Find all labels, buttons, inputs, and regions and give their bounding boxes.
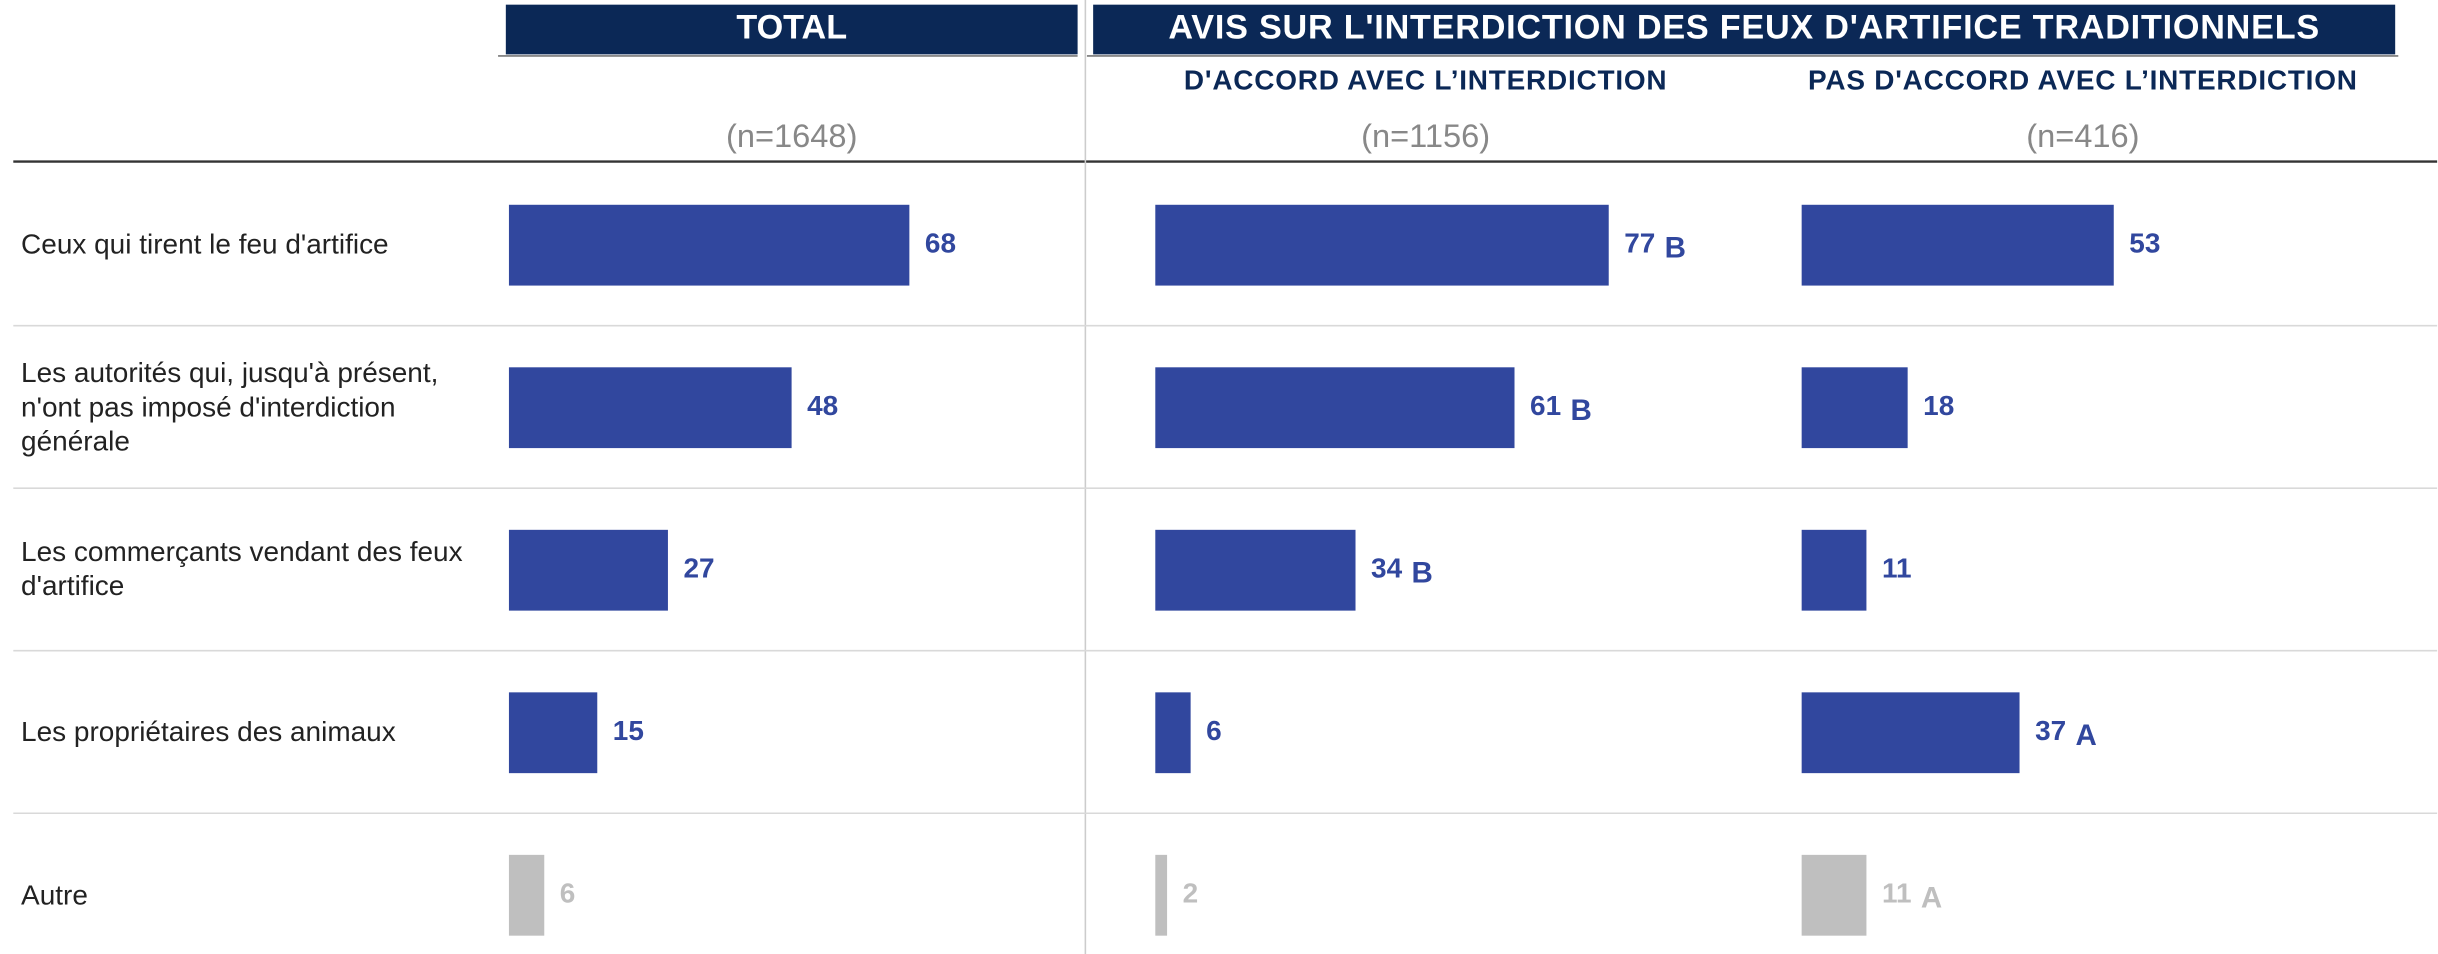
category-label: Les autorités qui, jusqu'à présent, n'on… — [21, 357, 439, 457]
header-box — [505, 4, 1078, 55]
sample-size: (n=1156) — [1361, 117, 1490, 154]
series-name: PAS D'ACCORD AVEC L’INTERDICTION — [1808, 65, 2358, 96]
bar — [1155, 529, 1356, 611]
category-label: Les commerçants vendant des feux d'artif… — [21, 536, 463, 603]
series-name: D'ACCORD AVEC L’INTERDICTION — [1184, 65, 1667, 96]
value-label: 11 — [1882, 553, 1912, 584]
value-label: 77 — [1624, 228, 1655, 259]
bar — [508, 692, 598, 774]
value-label: 2 — [1183, 878, 1199, 909]
category-label: Autre — [21, 878, 88, 911]
bar — [1801, 854, 1867, 936]
significance-label: B — [1411, 557, 1432, 590]
significance-label: A — [2075, 719, 2096, 752]
category-box: Les commerçants vendant des feux d'artif… — [21, 536, 463, 603]
bar — [1801, 529, 1867, 611]
value-label: 6 — [1206, 715, 1222, 746]
bar — [1155, 854, 1168, 936]
value-label: 34 — [1371, 553, 1403, 584]
bar — [1801, 204, 2114, 286]
value-label: 18 — [1923, 390, 1954, 421]
bar — [1801, 692, 2020, 774]
value-label: 37 — [2035, 715, 2066, 746]
bar — [508, 204, 910, 286]
bar — [508, 854, 545, 936]
value-label: 53 — [2129, 228, 2160, 259]
bar — [508, 529, 668, 611]
significance-label: A — [1921, 882, 1942, 915]
category-box: Autre — [21, 878, 88, 911]
significance-label: B — [1570, 394, 1591, 427]
category-box: Les autorités qui, jusqu'à présent, n'on… — [21, 357, 439, 457]
header-box — [1093, 4, 2396, 55]
series-name: TOTAL — [736, 9, 847, 47]
category-label: Ceux qui tirent le feu d'artifice — [21, 228, 389, 260]
category-box: Les propriétaires des animaux — [21, 716, 396, 748]
value-label: 61 — [1530, 390, 1561, 421]
group-title: AVIS SUR L'INTERDICTION DES FEUX D'ARTIF… — [1168, 9, 2320, 47]
bar — [1155, 692, 1191, 774]
value-label: 27 — [683, 553, 714, 584]
bar — [1155, 367, 1515, 449]
bar — [508, 367, 792, 449]
value-label: 6 — [560, 878, 576, 909]
sample-size: (n=1648) — [726, 117, 857, 154]
value-label: 15 — [613, 715, 644, 746]
value-label: 48 — [807, 390, 838, 421]
category-box: Ceux qui tirent le feu d'artifice — [21, 228, 389, 260]
bar — [1155, 204, 1609, 286]
value-label: 11 — [1882, 878, 1912, 909]
sample-size: (n=416) — [2026, 117, 2139, 154]
significance-label: B — [1665, 232, 1686, 265]
bar — [1801, 367, 1908, 449]
value-label: 68 — [925, 228, 956, 259]
category-label: Les propriétaires des animaux — [21, 716, 396, 748]
